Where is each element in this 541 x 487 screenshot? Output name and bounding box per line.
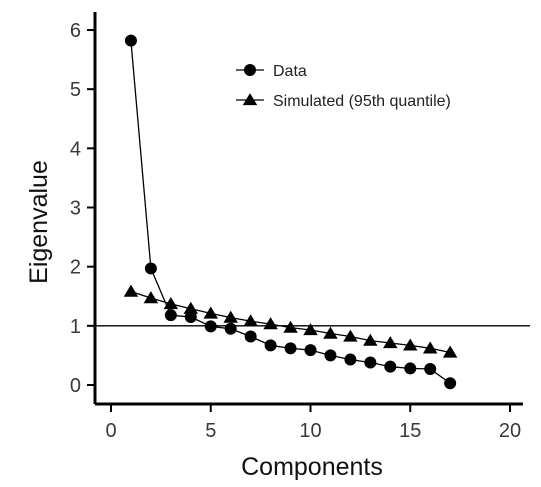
y-tick-label: 1 xyxy=(70,316,81,338)
simulated-point xyxy=(403,338,418,351)
x-tick-label: 15 xyxy=(399,420,421,442)
data-point xyxy=(164,309,177,322)
x-axis-title: Components xyxy=(241,453,383,481)
simulated-point xyxy=(203,306,218,319)
y-tick-label: 0 xyxy=(70,375,81,397)
simulated-point xyxy=(343,329,358,342)
x-tick-label: 5 xyxy=(205,420,216,442)
data-point xyxy=(364,356,377,369)
data-point xyxy=(304,344,317,357)
data-point xyxy=(384,360,397,373)
y-tick-label: 2 xyxy=(70,257,81,279)
axes: 0 1 2 3 4 5 6 0 5 10 15 20 xyxy=(70,12,523,442)
series-1 xyxy=(124,34,457,390)
data-point xyxy=(424,363,437,376)
y-tick-label: 5 xyxy=(70,79,81,101)
simulated-point xyxy=(183,301,199,314)
y-tick-label: 6 xyxy=(70,20,81,42)
data-point xyxy=(224,322,237,335)
x-tick-label: 20 xyxy=(499,420,521,442)
simulated-point xyxy=(123,284,139,297)
simulated-point xyxy=(243,314,258,327)
y-tick-label: 3 xyxy=(70,198,81,220)
data-point xyxy=(264,339,277,352)
data-point xyxy=(444,377,457,390)
series-2 xyxy=(123,284,458,358)
legend-label: Simulated (95th quantile) xyxy=(273,93,451,110)
x-tick-label: 0 xyxy=(105,420,116,442)
simulated-point xyxy=(303,323,318,336)
legend: Data Simulated (95th quantile) xyxy=(236,63,451,110)
data-point xyxy=(124,34,137,47)
simulated-point xyxy=(143,291,159,304)
simulated-point xyxy=(363,333,378,346)
simulated-point xyxy=(283,320,298,333)
simulated-point xyxy=(263,317,278,330)
y-tick-label: 4 xyxy=(70,138,81,160)
legend-label: Data xyxy=(273,63,307,80)
data-point xyxy=(184,310,197,323)
data-point xyxy=(324,349,337,362)
simulated-point xyxy=(383,336,398,349)
data-point xyxy=(284,342,297,355)
legend-circle-marker xyxy=(244,64,256,76)
simulated-point xyxy=(442,345,458,358)
series-group xyxy=(123,34,458,390)
legend-triangle-marker xyxy=(242,93,258,106)
simulated-point xyxy=(223,310,238,323)
data-point xyxy=(244,330,257,343)
data-point xyxy=(404,362,417,375)
x-tick-label: 10 xyxy=(299,420,321,442)
y-axis-title: Eigenvalue xyxy=(25,160,53,284)
data-point xyxy=(144,262,157,275)
simulated-point xyxy=(323,326,338,339)
simulated-point xyxy=(422,341,438,354)
data-point xyxy=(344,353,357,366)
data-point xyxy=(204,320,217,333)
simulated-point xyxy=(163,297,179,310)
